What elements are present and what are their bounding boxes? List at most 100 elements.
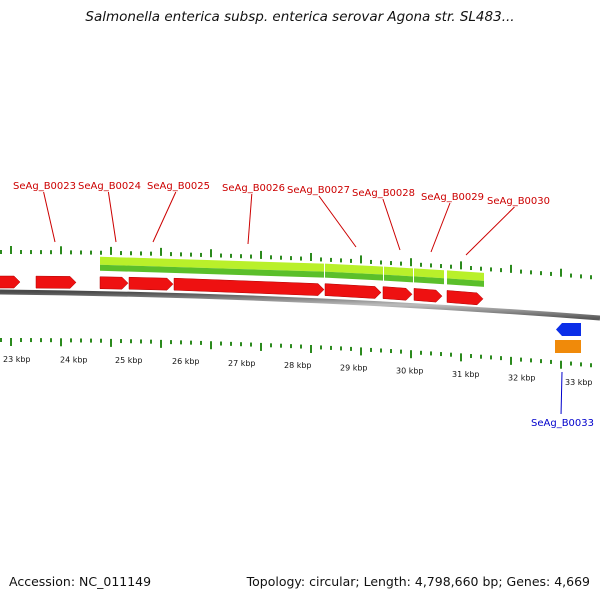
- kbp-scale: 23 kbp 24 kbp 25 kbp 26 kbp 27 kbp 28 kbp 29 k…: [3, 355, 593, 387]
- reverse-cds-arrow[interactable]: [556, 323, 581, 336]
- ruler-tick: [40, 250, 42, 255]
- reverse-cds-track: [555, 323, 581, 353]
- cds-arrow[interactable]: [35, 275, 77, 289]
- ruler-tick: [30, 338, 32, 343]
- ruler-tick: [110, 246, 112, 255]
- ruler-tick: [580, 274, 582, 279]
- ruler-tick: [390, 349, 392, 354]
- ruler-tick: [200, 340, 202, 345]
- ruler-tick: [70, 338, 72, 343]
- ruler-tick: [560, 360, 562, 369]
- gene-label[interactable]: SeAg_B0023: [13, 181, 76, 192]
- ruler-tick: [30, 250, 32, 255]
- ruler-tick: [230, 341, 232, 346]
- gene-label[interactable]: SeAg_B0027: [287, 185, 350, 196]
- ruler-tick: [580, 362, 582, 367]
- ruler-tick: [400, 261, 402, 266]
- ruler-tick: [460, 261, 462, 270]
- cds-arrow[interactable]: [446, 290, 484, 306]
- ruler-tick: [450, 264, 452, 269]
- gene-feature[interactable]: [414, 268, 444, 279]
- ruler-tick: [100, 338, 102, 343]
- ruler-tick: [530, 358, 532, 363]
- ruler-tick: [250, 342, 252, 347]
- ruler-tick: [180, 252, 182, 257]
- gene-leader-line: [382, 198, 401, 251]
- gene-label[interactable]: SeAg_B0025: [147, 181, 210, 192]
- gene-feature-shade: [447, 278, 484, 287]
- ruler-tick: [400, 349, 402, 354]
- ruler-tick: [280, 255, 282, 260]
- gene-feature[interactable]: [447, 270, 484, 281]
- ruler-tick: [540, 271, 542, 276]
- cds-arrow[interactable]: [99, 276, 129, 290]
- ruler-tick: [420, 262, 422, 267]
- kbp-tick-label: 29 kbp: [340, 363, 368, 372]
- ruler-tick: [310, 252, 312, 261]
- ruler-tick: [420, 350, 422, 355]
- cds-arrow[interactable]: [0, 275, 21, 289]
- cds-arrow[interactable]: [413, 288, 443, 303]
- ruler-tick: [570, 361, 572, 366]
- ruler-tick: [470, 266, 472, 271]
- ruler-tick: [230, 253, 232, 258]
- cds-arrow[interactable]: [173, 277, 325, 296]
- gene-label[interactable]: SeAg_B0026: [222, 183, 285, 194]
- ruler-tick: [240, 342, 242, 347]
- gene-feature[interactable]: [384, 266, 413, 277]
- ruler-tick: [440, 352, 442, 357]
- ruler-tick: [20, 250, 22, 255]
- lower-ruler-ticks: [0, 338, 592, 369]
- ruler-tick: [370, 259, 372, 264]
- gene-leader-line: [318, 195, 357, 248]
- ruler-tick: [490, 267, 492, 272]
- ruler-tick: [360, 347, 362, 356]
- ruler-tick: [220, 253, 222, 258]
- kbp-tick-label: 23 kbp: [3, 355, 31, 364]
- ruler-tick: [0, 338, 2, 343]
- ruler-tick: [410, 258, 412, 267]
- ruler-tick: [270, 255, 272, 260]
- cds-arrow[interactable]: [324, 283, 382, 299]
- reverse-gene-feature[interactable]: [555, 340, 581, 353]
- gene-label[interactable]: SeAg_B0029: [421, 192, 484, 203]
- ruler-tick: [370, 347, 372, 352]
- kbp-tick-label: 33 kbp: [565, 378, 593, 387]
- ruler-tick: [120, 251, 122, 256]
- ruler-tick: [40, 338, 42, 343]
- ruler-tick: [150, 339, 152, 344]
- ruler-tick: [80, 250, 82, 255]
- ruler-tick: [170, 340, 172, 345]
- ruler-tick: [450, 352, 452, 357]
- ruler-tick: [340, 346, 342, 351]
- ruler-tick: [310, 344, 312, 353]
- gene-feature[interactable]: [100, 256, 324, 272]
- gene-label[interactable]: SeAg_B0028: [352, 188, 415, 199]
- upper-ruler-ticks: [0, 246, 592, 280]
- ruler-tick: [520, 357, 522, 362]
- ruler-tick: [590, 363, 592, 368]
- ruler-tick: [480, 354, 482, 359]
- kbp-tick-label: 24 kbp: [60, 355, 88, 364]
- kbp-tick-label: 26 kbp: [172, 357, 200, 366]
- gene-feature[interactable]: [325, 263, 383, 275]
- ruler-tick: [560, 268, 562, 277]
- ruler-tick: [330, 257, 332, 262]
- gene-label[interactable]: SeAg_B0033: [531, 418, 594, 429]
- ruler-tick: [250, 254, 252, 259]
- ruler-tick: [260, 250, 262, 259]
- kbp-tick-label: 27 kbp: [228, 359, 256, 368]
- ruler-tick: [460, 353, 462, 362]
- ruler-tick: [490, 355, 492, 360]
- cds-arrow[interactable]: [382, 286, 413, 301]
- gene-feature-shade: [325, 271, 383, 281]
- ruler-tick: [130, 339, 132, 344]
- gene-label[interactable]: SeAg_B0024: [78, 181, 141, 192]
- ruler-tick: [430, 351, 432, 356]
- cds-arrow[interactable]: [128, 276, 174, 291]
- ruler-tick: [380, 348, 382, 353]
- kbp-tick-label: 30 kbp: [396, 366, 424, 375]
- gene-label[interactable]: SeAg_B0030: [487, 196, 550, 207]
- ruler-tick: [320, 345, 322, 350]
